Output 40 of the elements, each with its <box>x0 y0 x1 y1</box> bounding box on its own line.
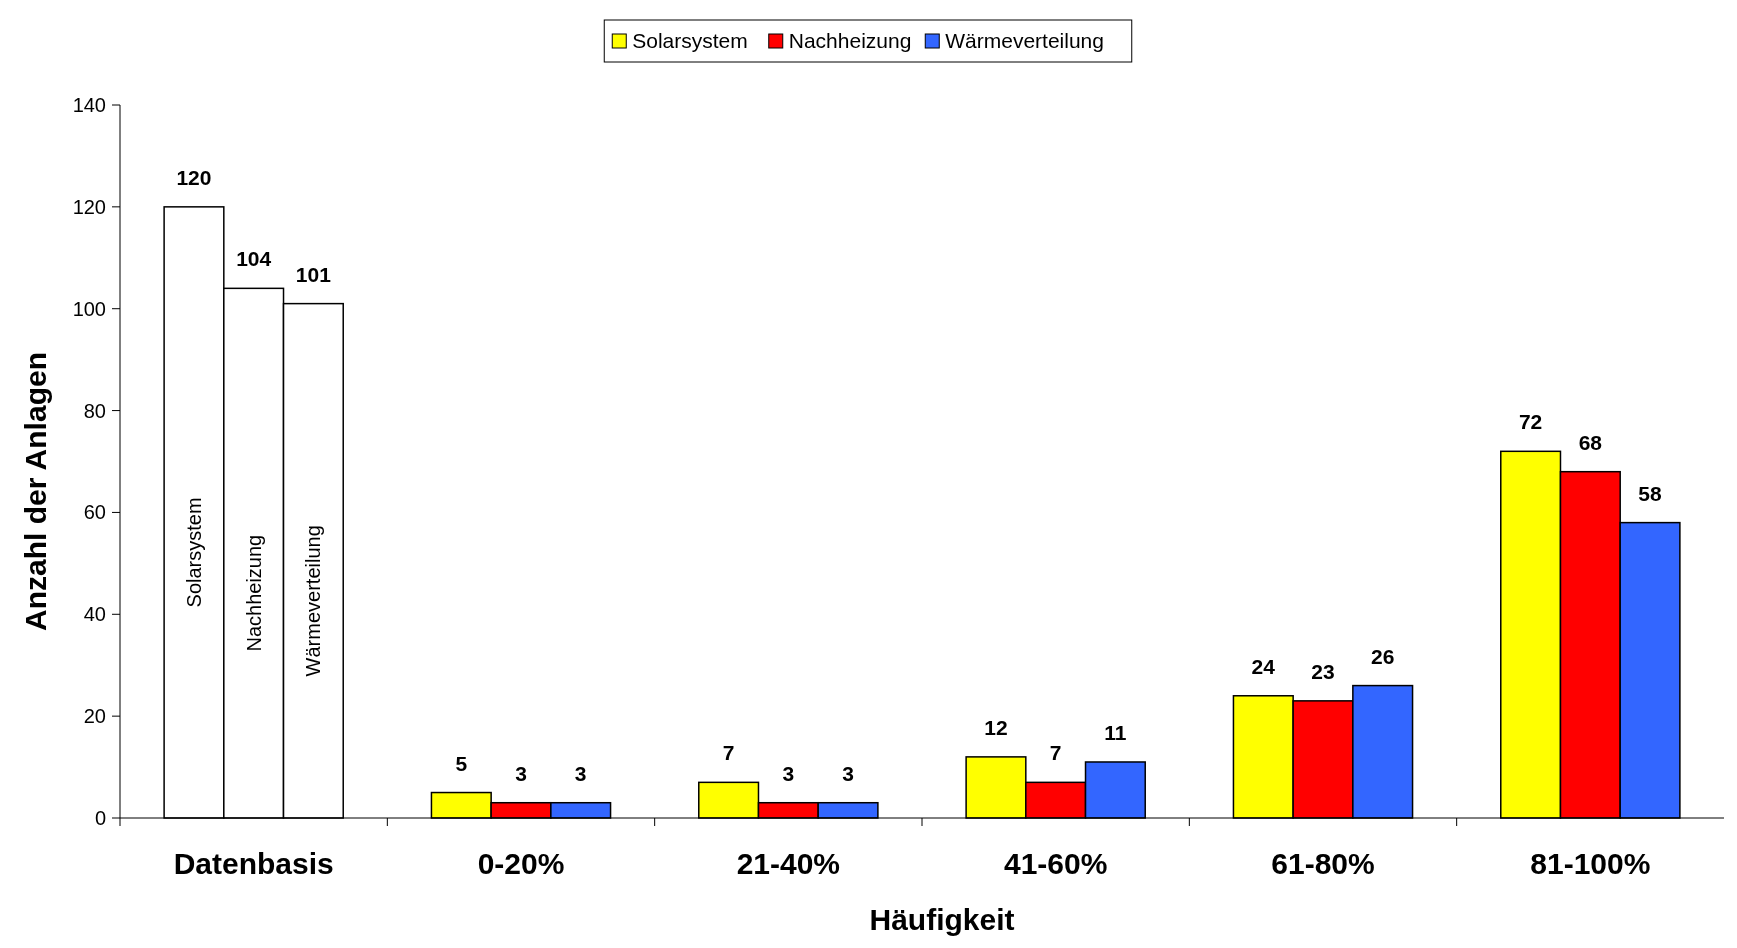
y-tick-label: 0 <box>94 807 106 829</box>
y-tick-label: 140 <box>72 94 106 116</box>
data-label: 58 <box>1638 481 1663 505</box>
data-label: 11 <box>1104 720 1127 744</box>
data-label: 101 <box>295 262 332 286</box>
text: Nachheizung <box>242 534 265 652</box>
data-label: 3 <box>574 761 587 785</box>
y-tick-label: 60 <box>83 501 106 524</box>
legend-label: Solarsystem <box>632 29 748 53</box>
data-label: 7 <box>722 741 735 765</box>
y-tick-label: 80 <box>83 399 106 422</box>
x-tick-label: 41-60% <box>1003 847 1108 880</box>
text: Solarsystem <box>182 497 205 608</box>
data-label: 3 <box>515 761 527 785</box>
y-tick-label: 40 <box>83 603 106 626</box>
y-tick-label: 120 <box>72 195 106 218</box>
y-tick-label: 20 <box>83 705 106 728</box>
data-label: 3 <box>842 761 854 785</box>
data-label: 7 <box>1049 741 1062 765</box>
x-axis-title: Häufigkeit <box>869 903 1015 936</box>
data-label: 23 <box>1311 659 1335 683</box>
x-tick-label: 0-20% <box>477 847 565 880</box>
data-label: 26 <box>1371 644 1395 668</box>
text: Wärmeverteilung <box>302 525 325 677</box>
data-label: 68 <box>1578 430 1603 454</box>
x-tick-label: 61-80% <box>1271 847 1375 880</box>
x-tick-label: 21-40% <box>736 847 841 880</box>
legend-label: Wärmeverteilung <box>945 29 1104 53</box>
data-label: 3 <box>782 761 795 785</box>
x-tick-label: Datenbasis <box>173 847 334 880</box>
data-label: 24 <box>1251 654 1276 678</box>
data-label: 72 <box>1518 410 1543 434</box>
y-tick-label: 100 <box>72 297 106 320</box>
data-label: 104 <box>236 247 272 271</box>
x-tick-label: 81-100% <box>1530 847 1651 880</box>
data-label: 120 <box>176 165 212 189</box>
legend-label: Nachheizung <box>788 29 912 53</box>
data-label: 5 <box>455 751 468 775</box>
data-label: 12 <box>984 715 1008 739</box>
y-axis-title: Anzahl der Anlagen <box>19 352 52 631</box>
